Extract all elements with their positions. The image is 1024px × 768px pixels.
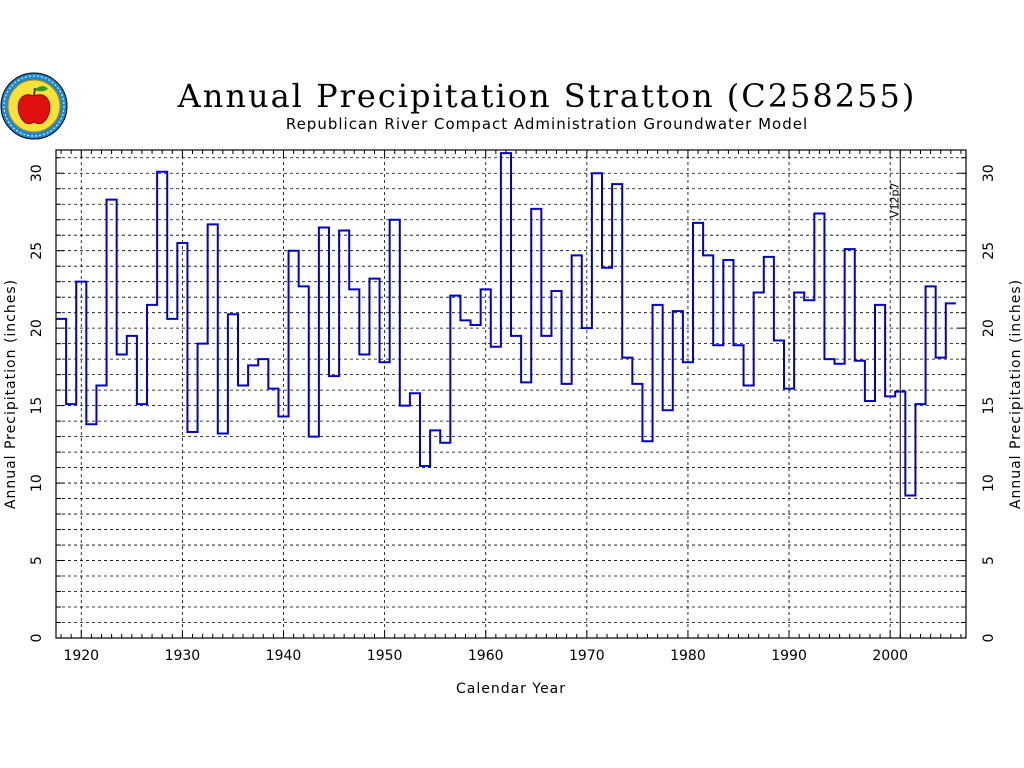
precipitation-step-line <box>56 152 956 497</box>
y-tick-label-right: 20 <box>981 319 997 337</box>
y-tick-label-left: 0 <box>29 634 45 643</box>
x-tick-label: 1940 <box>266 648 302 664</box>
x-tick-label: 1960 <box>468 648 504 664</box>
x-tick-label: 1950 <box>367 648 403 664</box>
x-tick-label: 1920 <box>63 648 99 664</box>
x-tick-label: 2000 <box>872 648 908 664</box>
y-tick-label-right: 10 <box>981 474 997 492</box>
y-axis-label-right: Annual Precipitation (inches) <box>1008 279 1024 509</box>
y-axis-label-left: Annual Precipitation (inches) <box>3 279 19 509</box>
y-tick-label-left: 5 <box>29 556 45 565</box>
x-tick-label: 1990 <box>771 648 807 664</box>
y-tick-label-left: 15 <box>29 397 45 415</box>
y-axis-left-tick-labels: 0 5 10 15 20 25 30 <box>29 164 45 642</box>
y-tick-label-left: 25 <box>29 242 45 260</box>
y-tick-label-right: 0 <box>981 634 997 643</box>
x-tick-label: 1980 <box>670 648 706 664</box>
chart-subtitle: Republican River Compact Administration … <box>286 115 808 133</box>
rrca-logo <box>0 72 68 140</box>
x-tick-label: 1970 <box>569 648 605 664</box>
annotation-label: V12p7 <box>888 182 901 218</box>
y-tick-label-right: 15 <box>981 397 997 415</box>
x-tick-label: 1930 <box>165 648 201 664</box>
x-axis-tick-labels: 1920 1930 1940 1950 1960 1970 1980 1990 2000 <box>63 648 908 664</box>
axis-ticks <box>56 150 966 638</box>
y-tick-label-left: 20 <box>29 319 45 337</box>
y-tick-label-left: 30 <box>29 164 45 182</box>
y-tick-label-right: 5 <box>981 556 997 565</box>
plot-frame <box>55 149 967 639</box>
chart-title: Annual Precipitation Stratton (C258255) <box>177 77 917 115</box>
y-tick-label-right: 25 <box>981 242 997 260</box>
y-tick-label-left: 10 <box>29 474 45 492</box>
x-axis-label: Calendar Year <box>456 681 566 697</box>
y-axis-right-tick-labels: 0 5 10 15 20 25 30 <box>981 164 997 642</box>
series <box>56 152 956 497</box>
y-tick-label-right: 30 <box>981 164 997 182</box>
annotations: V12p7 <box>888 150 901 638</box>
